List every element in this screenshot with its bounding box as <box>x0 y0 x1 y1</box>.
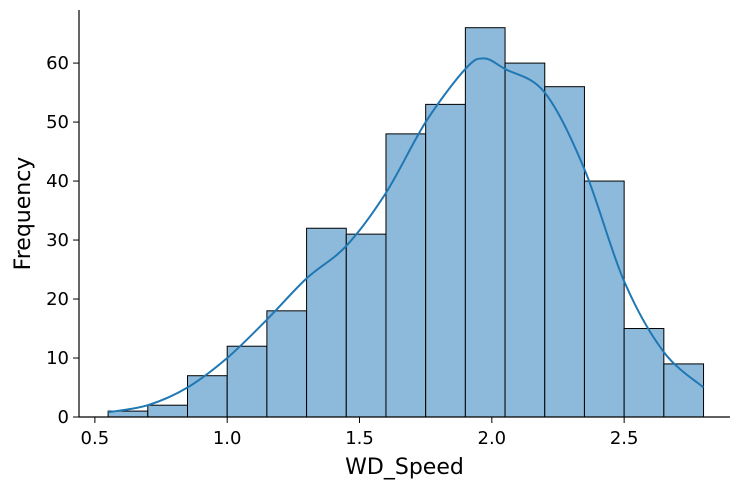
histogram-bar-7 <box>385 133 427 418</box>
x-tick-label: 1.0 <box>213 428 242 449</box>
histogram-bar-12 <box>583 180 625 418</box>
y-tick-label: 50 <box>46 112 69 133</box>
histogram-bar-4 <box>266 310 308 418</box>
histogram-bar-1 <box>147 404 188 418</box>
y-tick-label: 10 <box>46 348 69 369</box>
y-tick-label: 0 <box>58 407 69 428</box>
histogram-bar-2 <box>187 375 228 418</box>
x-axis-label: WD_Speed <box>345 455 464 480</box>
histogram-bar-5 <box>306 227 347 418</box>
histogram-bar-9 <box>464 27 506 418</box>
y-tick-label: 40 <box>46 171 69 192</box>
histogram-bar-8 <box>425 103 466 418</box>
histogram-bars <box>107 27 705 418</box>
y-tick-label: 30 <box>46 230 69 251</box>
x-ticks: 0.5 1.0 1.5 2.0 2.5 <box>81 417 639 449</box>
histogram-bar-6 <box>345 233 387 418</box>
histogram-bar-10 <box>504 62 546 418</box>
x-tick-label: 1.5 <box>345 428 374 449</box>
x-tick-label: 0.5 <box>81 428 110 449</box>
histogram-bar-3 <box>226 345 268 418</box>
kde-curve <box>107 57 705 414</box>
histogram-bar-13 <box>623 328 665 418</box>
y-ticks: 0 10 20 30 40 50 60 <box>46 53 79 428</box>
y-tick-label: 20 <box>46 289 69 310</box>
y-axis-label: Frequency <box>11 157 36 271</box>
histogram-bar-14 <box>663 363 705 418</box>
y-tick-label: 60 <box>46 53 69 74</box>
histogram-bar-11 <box>544 86 585 418</box>
x-tick-label: 2.5 <box>610 428 639 449</box>
x-tick-label: 2.0 <box>478 428 507 449</box>
